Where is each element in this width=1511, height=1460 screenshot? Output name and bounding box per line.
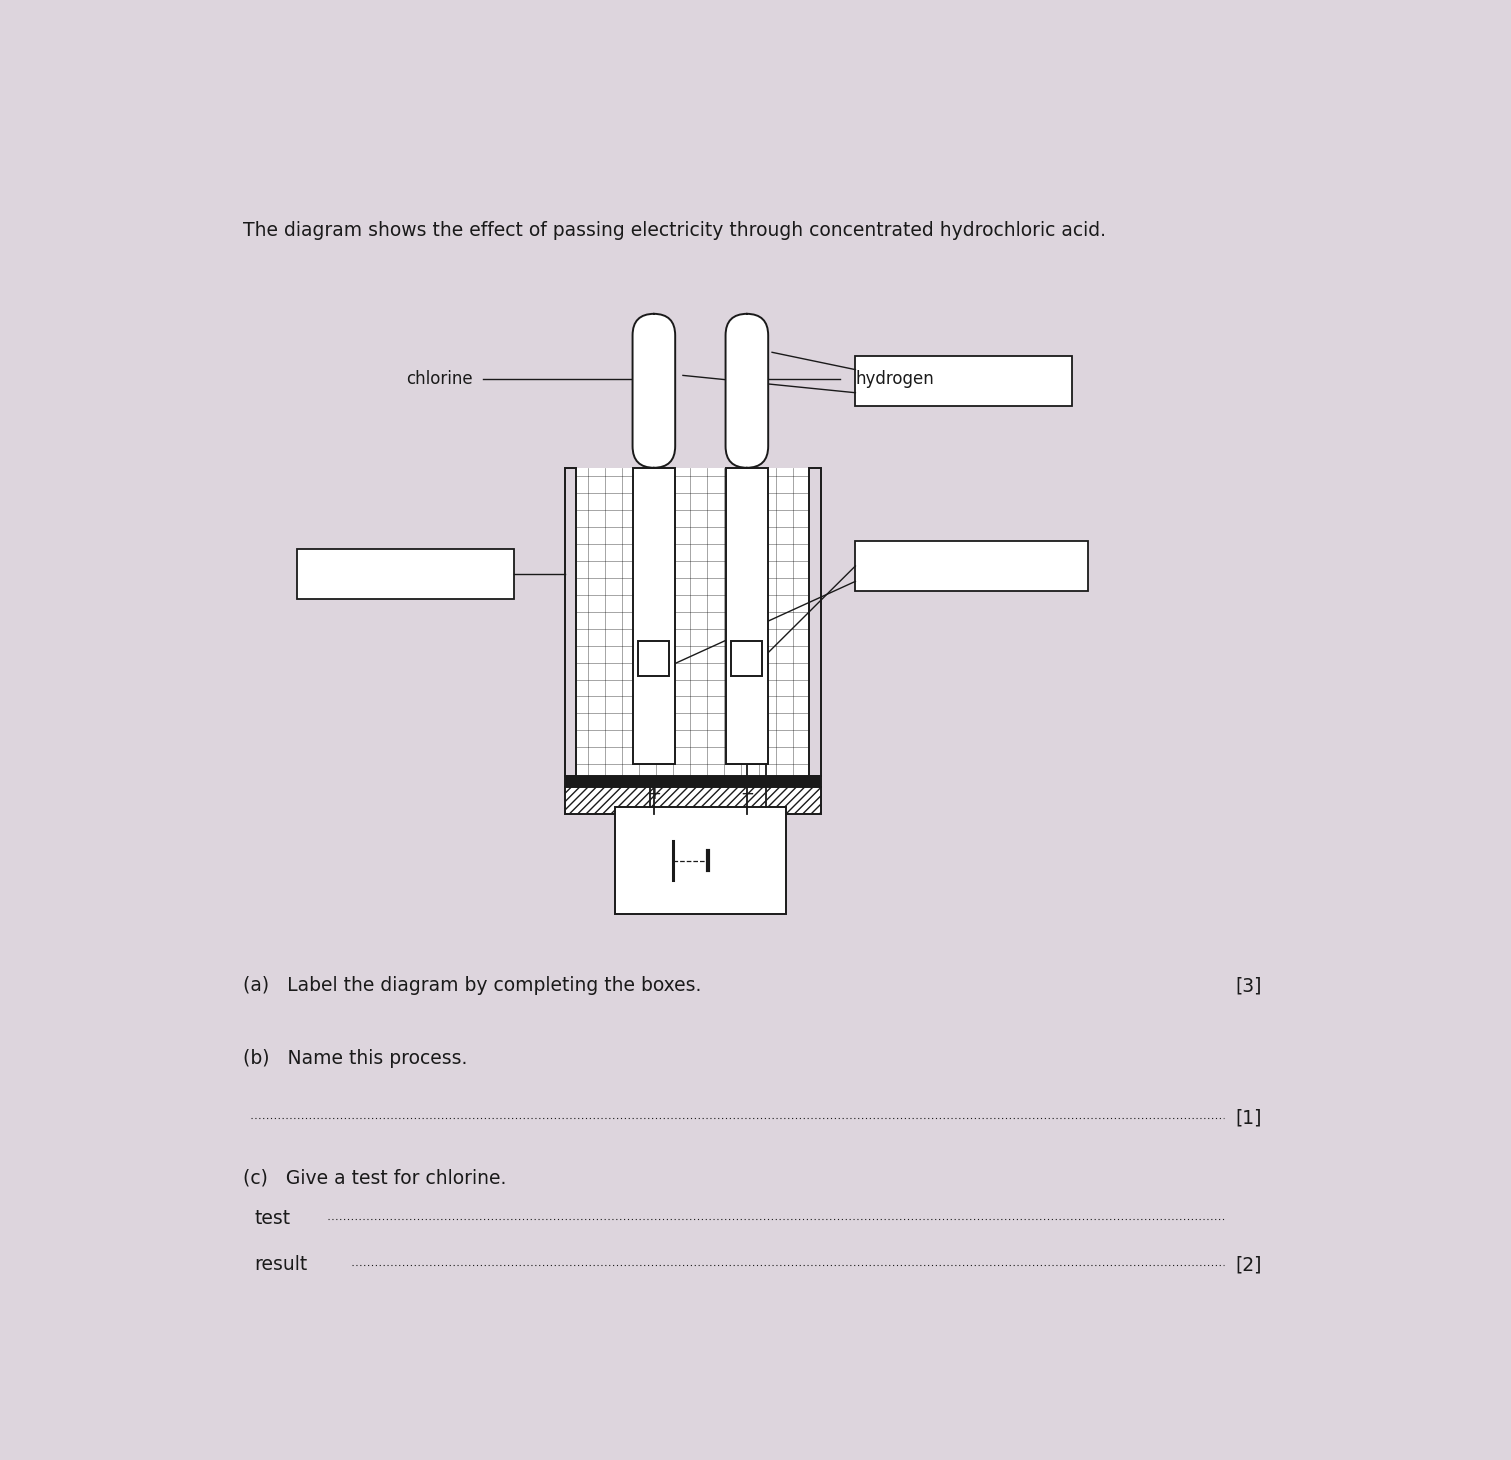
Text: +: + [647, 785, 660, 803]
Bar [855, 356, 1073, 406]
Text: result: result [255, 1256, 308, 1275]
Text: The diagram shows the effect of passing electricity through concentrated hydroch: The diagram shows the effect of passing … [243, 222, 1106, 241]
Bar [565, 467, 576, 775]
Bar [615, 806, 786, 914]
Text: (c)   Give a test for chlorine.: (c) Give a test for chlorine. [243, 1168, 506, 1187]
Bar [725, 467, 768, 764]
Text: (b)   Name this process.: (b) Name this process. [243, 1050, 467, 1069]
Bar [731, 641, 763, 676]
Text: test: test [255, 1209, 292, 1228]
Text: [3]: [3] [1234, 975, 1262, 996]
Text: −: − [740, 785, 754, 803]
Text: [1]: [1] [1234, 1110, 1262, 1129]
Bar [576, 467, 808, 775]
Bar [855, 542, 1088, 591]
Text: hydrogen: hydrogen [855, 371, 934, 388]
Bar [808, 467, 820, 775]
Text: (a)   Label the diagram by completing the boxes.: (a) Label the diagram by completing the … [243, 975, 701, 996]
Bar [633, 467, 675, 764]
FancyBboxPatch shape [725, 314, 768, 467]
Bar [638, 641, 669, 676]
FancyBboxPatch shape [633, 314, 675, 467]
Bar [565, 787, 820, 815]
Bar [565, 775, 820, 787]
Text: chlorine: chlorine [406, 371, 473, 388]
Bar [298, 549, 514, 599]
Text: [2]: [2] [1234, 1256, 1262, 1275]
